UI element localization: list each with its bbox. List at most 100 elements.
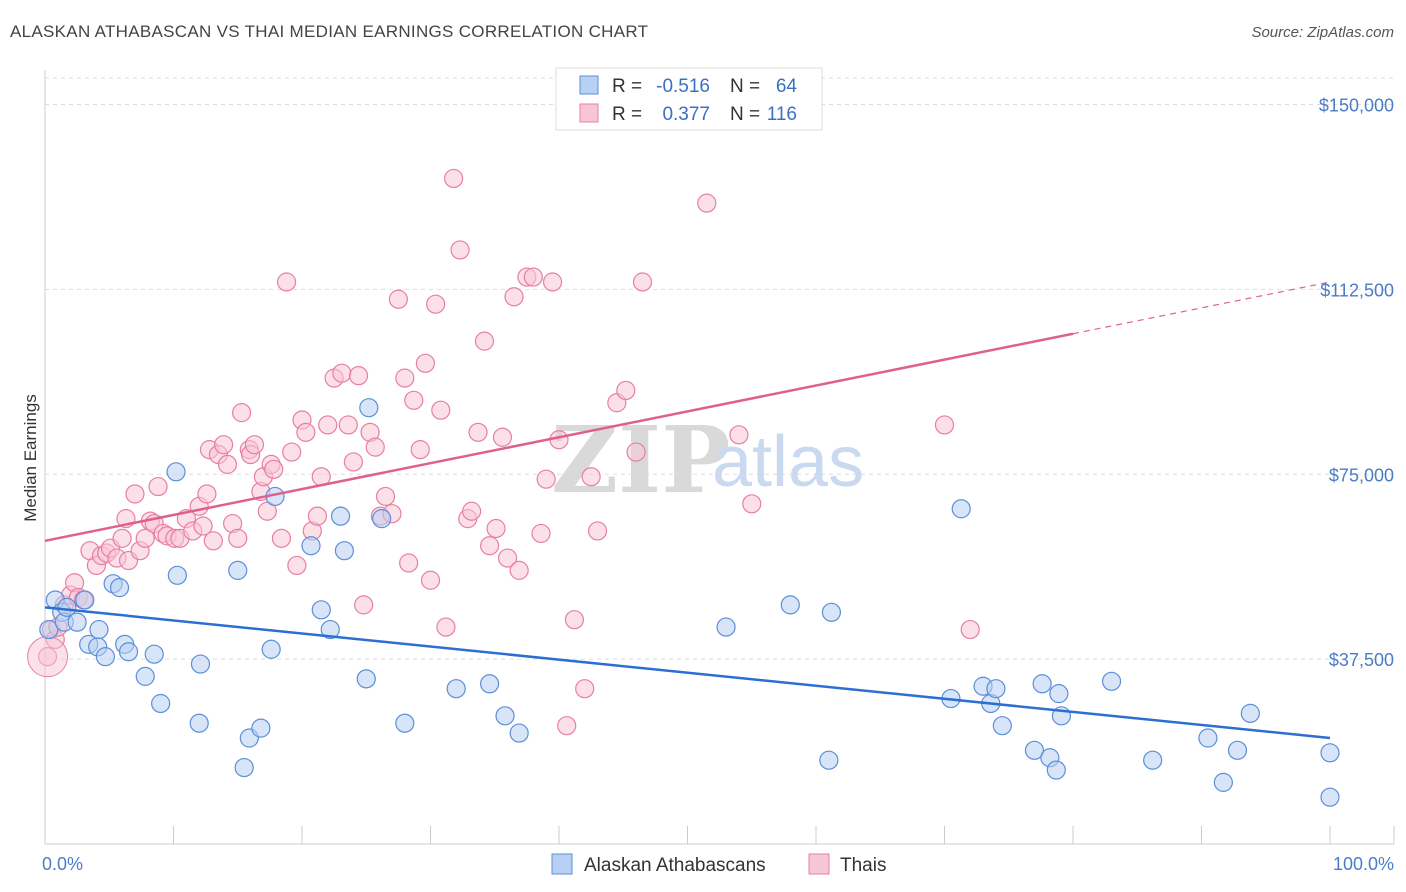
thai-point	[444, 168, 464, 189]
thai-point	[581, 467, 601, 487]
athabascan-point	[1101, 671, 1122, 691]
legend-n-label-blue: N =	[730, 76, 760, 97]
y-tick-labels: $37,500 $75,000 $112,500 $150,000	[1319, 96, 1394, 671]
athabascan-point	[1320, 787, 1340, 807]
bottom-legend-label-pink: Thais	[840, 855, 886, 876]
thai-point	[523, 267, 543, 287]
athabascan-point	[95, 647, 115, 667]
athabascan-point	[1198, 728, 1218, 748]
thai-point	[338, 415, 358, 435]
athabascan-point	[151, 693, 171, 714]
thai-point	[564, 610, 585, 630]
athabascan-point	[359, 398, 379, 418]
thai-point	[697, 193, 717, 213]
athabascan-point	[330, 506, 351, 526]
thai-point	[504, 287, 524, 307]
thai-point	[214, 435, 234, 455]
x-tick-label-min: 0.0%	[42, 854, 83, 874]
athabascan-point	[1227, 740, 1248, 760]
athabascan-point	[986, 679, 1006, 699]
thai-point	[287, 555, 307, 576]
thai-point	[474, 331, 495, 351]
legend-n-label-pink: N =	[730, 104, 760, 125]
legend-r-label-pink: R =	[612, 104, 642, 125]
athabascan-point	[495, 706, 515, 726]
thai-point	[934, 415, 955, 435]
legend-n-value-blue: 64	[776, 76, 798, 97]
athabascan-point	[395, 713, 415, 733]
athabascan-point	[509, 723, 529, 743]
thai-point	[244, 435, 265, 455]
legend-swatch-blue	[579, 75, 599, 95]
thai-point	[436, 617, 456, 637]
athabascan-point	[57, 597, 77, 617]
thai-point	[960, 619, 980, 640]
thai-point	[399, 553, 419, 573]
thai-point	[148, 476, 168, 497]
thai-point	[480, 536, 500, 556]
thai-point	[125, 484, 145, 504]
thai-point	[492, 427, 513, 447]
thai-point	[632, 272, 653, 292]
athabascan-point	[118, 642, 139, 662]
bottom-legend: Alaskan Athabascans Thais	[551, 853, 886, 876]
thai-point	[462, 501, 482, 521]
athabascan-trendline	[44, 606, 1331, 740]
thai-point	[557, 716, 577, 736]
athabascan-point	[189, 713, 209, 733]
thai-point	[197, 484, 217, 504]
x-tick-labels: 0.0% 100.0%	[42, 854, 1394, 874]
athabascan-point	[334, 541, 355, 561]
thai-point	[626, 442, 646, 462]
thai-point	[307, 506, 328, 526]
athabascan-point	[135, 666, 155, 686]
legend: R = -0.516 N = 64 R = 0.377 N = 116	[555, 67, 823, 131]
y-tick-label: $112,500	[1320, 280, 1394, 300]
legend-box	[555, 67, 823, 131]
thai-point	[575, 679, 595, 699]
thai-point	[203, 531, 223, 551]
athabascan-point	[228, 560, 248, 580]
athabascan-point	[167, 565, 187, 585]
bottom-legend-swatch-blue	[551, 853, 573, 875]
thai-point	[420, 570, 441, 590]
y-axis-label: Median Earnings	[21, 394, 40, 522]
athabascan-point	[166, 462, 186, 482]
thai-point	[217, 454, 238, 474]
thai-point	[296, 422, 316, 442]
athabascan-point	[75, 590, 95, 610]
y-tick-label: $75,000	[1329, 465, 1394, 485]
athabascan-point	[109, 578, 130, 598]
legend-r-label-blue: R =	[612, 76, 642, 97]
thai-point	[228, 528, 248, 548]
thai-trendline	[44, 332, 1074, 543]
thai-point	[343, 452, 363, 472]
athabascan-point	[1046, 760, 1066, 780]
thai-point	[318, 415, 338, 435]
athabascan-point	[144, 644, 164, 664]
athabascan-point	[234, 757, 254, 778]
thai-point	[450, 240, 470, 260]
thai-point	[365, 437, 385, 457]
athabascan-point	[190, 654, 211, 674]
thai-point	[431, 400, 451, 420]
x-tick-label-max: 100.0%	[1333, 854, 1394, 874]
thai-point	[282, 442, 302, 462]
thai-point	[264, 459, 284, 479]
athabascan-point	[1143, 750, 1163, 770]
thai-point	[509, 560, 529, 580]
athabascan-point	[716, 617, 736, 637]
thai-point	[193, 516, 213, 536]
thai-point	[257, 501, 277, 521]
thai-point	[587, 521, 608, 541]
thai-point	[616, 380, 636, 401]
thai-point	[135, 528, 155, 548]
athabascan-point	[67, 612, 87, 632]
thai-point	[498, 548, 518, 568]
legend-swatch-pink	[579, 103, 599, 123]
athabascan-point	[251, 718, 271, 738]
thai-point	[415, 353, 435, 373]
athabascan-point	[951, 499, 971, 519]
thai-point	[729, 425, 749, 445]
